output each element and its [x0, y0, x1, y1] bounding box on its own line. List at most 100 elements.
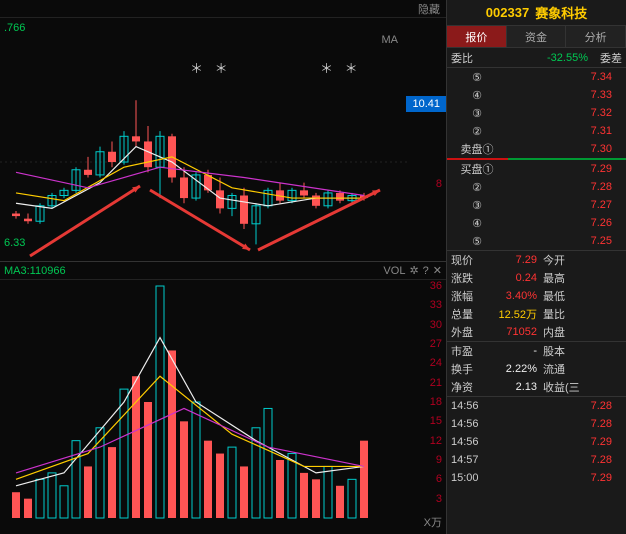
price-chart[interactable]: .766 MA ＊ ＊ ＊ ＊ 10.41 8 6.33 — [0, 18, 446, 262]
order-price: 7.34 — [503, 71, 622, 83]
tick-row: 14:567.28 — [447, 397, 626, 415]
info-row: 市盈-股本 — [447, 342, 626, 360]
tick-row: 15:007.29 — [447, 469, 626, 487]
tick-row: 14:577.28 — [447, 451, 626, 469]
ratio-value: -32.55% — [481, 52, 592, 64]
vol-y-tick: 18 — [430, 396, 442, 408]
info-row: 涨幅3.40%最低 — [447, 287, 626, 305]
ask-row[interactable]: ③7.32 — [447, 104, 626, 122]
info-label2: 量比 — [541, 306, 622, 322]
tab-2[interactable]: 分析 — [566, 26, 626, 47]
close-icon[interactable]: ✕ — [433, 264, 442, 277]
order-price: 7.29 — [503, 163, 622, 175]
bid-row[interactable]: 买盘①7.29 — [447, 160, 626, 178]
vol-y-tick: 36 — [430, 280, 442, 292]
info-value: - — [481, 345, 541, 357]
order-price: 7.30 — [503, 143, 622, 155]
info-label2: 收益(三 — [541, 379, 622, 395]
order-price: 7.28 — [503, 181, 622, 193]
vol-y-tick: 6 — [436, 473, 442, 485]
gear-icon[interactable]: ✲ — [409, 264, 418, 277]
tick-time: 14:56 — [451, 436, 501, 448]
info-value: 12.52万 — [481, 306, 541, 322]
info-value: 3.40% — [481, 290, 541, 302]
order-price: 7.25 — [503, 235, 622, 247]
info-label2: 内盘 — [541, 324, 622, 340]
side-panel: 002337 赛象科技 报价资金分析 委比 -32.55% 委差 ⑤7.34④7… — [446, 0, 626, 534]
vol-y-tick: 3 — [436, 493, 442, 505]
ratio-label: 委比 — [451, 50, 481, 66]
ask-row[interactable]: ②7.31 — [447, 122, 626, 140]
ask-row[interactable]: ④7.33 — [447, 86, 626, 104]
bid-row[interactable]: ③7.27 — [447, 196, 626, 214]
info-label: 外盘 — [451, 324, 481, 340]
info-label: 市盈 — [451, 343, 481, 359]
commission-ratio-row: 委比 -32.55% 委差 — [447, 48, 626, 68]
info-label2: 股本 — [541, 343, 622, 359]
order-tag: 卖盘① — [451, 141, 503, 157]
chart-top-bar: 隐藏 — [0, 0, 446, 18]
info-value: 7.29 — [481, 254, 541, 266]
volume-header: MA3:110966 VOL ✲ ? ✕ — [0, 262, 446, 280]
tick-time: 14:56 — [451, 418, 501, 430]
ask-row[interactable]: 卖盘①7.30 — [447, 140, 626, 158]
tick-price: 7.28 — [501, 454, 622, 466]
vol-y-tick: 30 — [430, 319, 442, 331]
hide-button[interactable]: 隐藏 — [418, 1, 440, 17]
stock-header: 002337 赛象科技 — [447, 0, 626, 26]
vol-y-tick: 27 — [430, 338, 442, 350]
ask-row[interactable]: ⑤7.34 — [447, 68, 626, 86]
volume-chart-svg — [0, 280, 410, 532]
tick-time: 15:00 — [451, 472, 501, 484]
price-chart-svg — [0, 18, 410, 262]
chart-area: 隐藏 .766 MA ＊ ＊ ＊ ＊ 10.41 8 6.33 MA3:1109… — [0, 0, 446, 534]
tick-price: 7.28 — [501, 418, 622, 430]
order-tag: ③ — [451, 107, 503, 120]
order-price: 7.33 — [503, 89, 622, 101]
vol-y-tick: 15 — [430, 415, 442, 427]
tick-rows: 14:567.2814:567.2814:567.2914:577.2815:0… — [447, 397, 626, 487]
info-row: 总量12.52万量比 — [447, 305, 626, 323]
current-price-badge: 10.41 — [406, 96, 446, 112]
info-rows: 现价7.29今开涨跌0.24最高涨幅3.40%最低总量12.52万量比外盘710… — [447, 251, 626, 396]
tab-1[interactable]: 资金 — [507, 26, 567, 47]
order-price: 7.31 — [503, 125, 622, 137]
tabs: 报价资金分析 — [447, 26, 626, 48]
vol-y-tick: 12 — [430, 435, 442, 447]
info-row: 净资2.13收益(三 — [447, 378, 626, 396]
stock-code: 002337 — [486, 5, 529, 20]
info-value: 0.24 — [481, 272, 541, 284]
order-tag: ⑤ — [451, 235, 503, 248]
tick-time: 14:56 — [451, 400, 501, 412]
ratio-label2: 委差 — [592, 50, 622, 66]
bid-row[interactable]: ④7.26 — [447, 214, 626, 232]
info-label2: 最低 — [541, 288, 622, 304]
info-row: 外盘71052内盘 — [447, 323, 626, 341]
tab-0[interactable]: 报价 — [447, 26, 507, 47]
order-tag: ④ — [451, 217, 503, 230]
vol-y-tick: 33 — [430, 299, 442, 311]
bid-row[interactable]: ⑤7.25 — [447, 232, 626, 250]
vol-ma-label: MA3:110966 — [4, 265, 66, 277]
tick-price: 7.29 — [501, 436, 622, 448]
order-price: 7.27 — [503, 199, 622, 211]
info-label: 涨跌 — [451, 270, 481, 286]
tick-row: 14:567.29 — [447, 433, 626, 451]
order-tag: ④ — [451, 89, 503, 102]
stock-name: 赛象科技 — [535, 3, 587, 22]
vol-label: VOL — [383, 265, 405, 277]
info-label2: 流通 — [541, 361, 622, 377]
volume-body: 363330272421181512963 X万 — [0, 280, 446, 532]
order-tag: 买盘① — [451, 161, 503, 177]
info-row: 换手2.22%流通 — [447, 360, 626, 378]
help-icon[interactable]: ? — [423, 265, 429, 277]
info-label: 总量 — [451, 306, 481, 322]
order-tag: ② — [451, 125, 503, 138]
vol-y-tick: 24 — [430, 357, 442, 369]
info-value: 71052 — [481, 326, 541, 338]
info-value: 2.22% — [481, 363, 541, 375]
order-price: 7.26 — [503, 217, 622, 229]
volume-chart[interactable]: MA3:110966 VOL ✲ ? ✕ 3633302724211815129… — [0, 262, 446, 532]
bid-row[interactable]: ②7.28 — [447, 178, 626, 196]
order-price: 7.32 — [503, 107, 622, 119]
